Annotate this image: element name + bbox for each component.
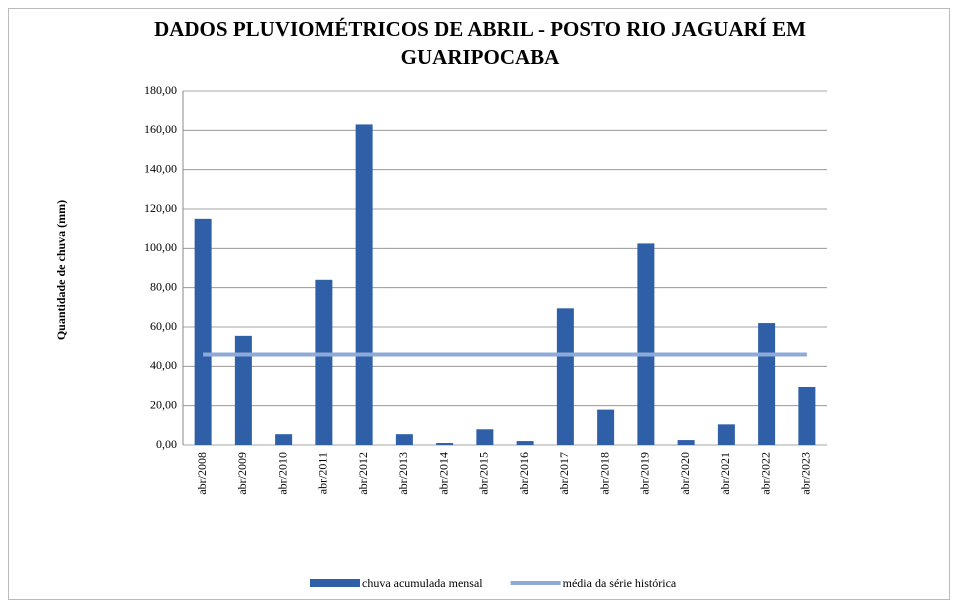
y-tick-label: 80,00 [150, 279, 177, 293]
legend-label: média da série histórica [563, 576, 677, 590]
y-tick-label: 60,00 [150, 319, 177, 333]
x-tick-label: abr/2022 [758, 452, 772, 495]
bar [275, 434, 293, 445]
chart-title: GUARIPOCABA [401, 45, 561, 69]
bar [637, 243, 655, 445]
bar [798, 386, 816, 445]
x-tick-label: abr/2023 [799, 452, 813, 495]
legend-label: chuva acumulada mensal [362, 576, 483, 590]
bar [194, 218, 212, 445]
y-tick-label: 0,00 [156, 437, 177, 451]
y-tick-label: 180,00 [144, 83, 177, 97]
bar [677, 440, 695, 445]
bar [758, 323, 776, 445]
x-tick-label: abr/2012 [356, 452, 370, 495]
y-tick-label: 40,00 [150, 358, 177, 372]
bar [556, 308, 574, 445]
x-tick-label: abr/2008 [195, 452, 209, 495]
x-tick-label: abr/2020 [678, 452, 692, 495]
bar [436, 443, 454, 445]
y-tick-label: 160,00 [144, 122, 177, 136]
legend-swatch [310, 579, 360, 587]
bar [355, 124, 373, 445]
bar [395, 434, 413, 445]
y-tick-label: 120,00 [144, 201, 177, 215]
x-tick-label: abr/2019 [638, 452, 652, 495]
bar [516, 441, 534, 445]
x-tick-label: abr/2014 [436, 452, 450, 495]
x-tick-label: abr/2011 [316, 452, 330, 494]
x-tick-label: abr/2013 [396, 452, 410, 495]
x-tick-label: abr/2009 [235, 452, 249, 495]
x-tick-label: abr/2017 [557, 452, 571, 495]
bar [476, 429, 494, 445]
y-axis-label: Quantidade de chuva (mm) [54, 200, 68, 340]
bar [234, 335, 252, 445]
x-tick-label: abr/2016 [517, 452, 531, 495]
bar [597, 409, 615, 445]
chart-frame [8, 8, 950, 600]
x-tick-label: abr/2010 [275, 452, 289, 495]
chart-title: DADOS PLUVIOMÉTRICOS DE ABRIL - POSTO RI… [154, 17, 806, 41]
x-tick-label: abr/2021 [718, 452, 732, 495]
x-tick-label: abr/2018 [597, 452, 611, 495]
y-tick-label: 20,00 [150, 397, 177, 411]
bar [717, 424, 735, 445]
bar [315, 279, 333, 445]
y-tick-label: 140,00 [144, 161, 177, 175]
x-tick-label: abr/2015 [477, 452, 491, 495]
y-tick-label: 100,00 [144, 240, 177, 254]
